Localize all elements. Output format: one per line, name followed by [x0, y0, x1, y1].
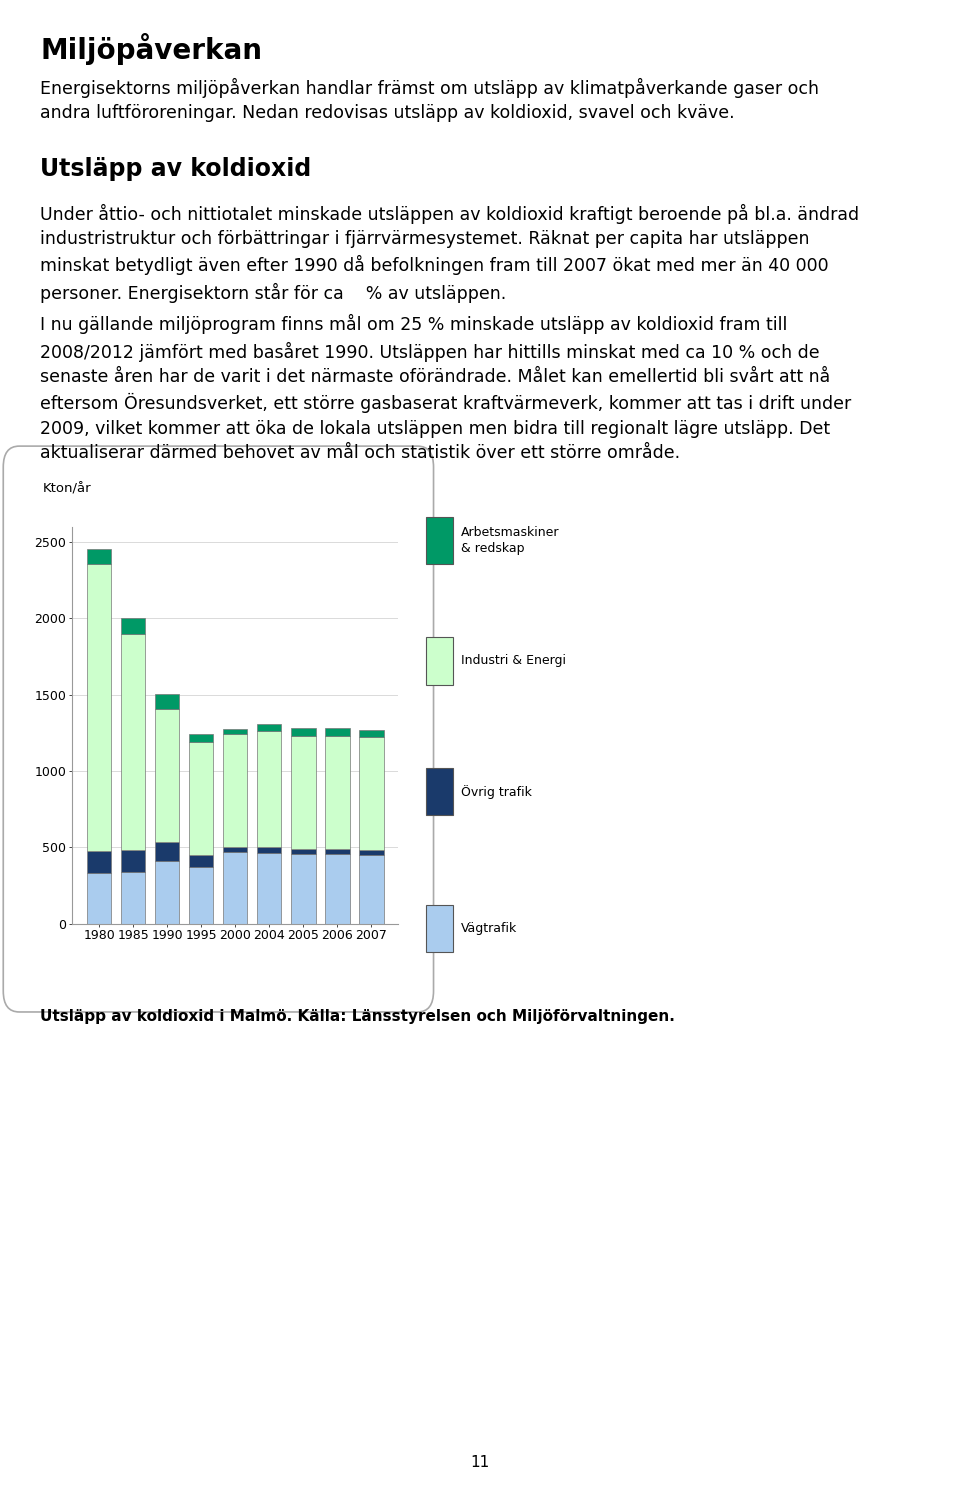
Bar	[325, 855, 349, 924]
Bar	[223, 847, 248, 852]
Bar	[86, 873, 111, 924]
Text: Industri & Energi: Industri & Energi	[461, 654, 565, 668]
Bar	[325, 729, 349, 737]
Bar	[291, 855, 316, 924]
Bar	[257, 847, 281, 853]
Bar	[359, 855, 384, 924]
Bar	[121, 633, 145, 850]
Bar	[86, 564, 111, 852]
Bar	[121, 850, 145, 871]
Bar	[426, 638, 453, 684]
Bar	[155, 710, 180, 841]
Text: I nu gällande miljöprogram finns mål om 25 % minskade utsläpp av koldioxid fram : I nu gällande miljöprogram finns mål om …	[40, 314, 852, 463]
Bar	[325, 737, 349, 849]
Bar	[291, 729, 316, 737]
Bar	[257, 723, 281, 732]
Bar	[291, 849, 316, 855]
Text: Miljöpåverkan: Miljöpåverkan	[40, 33, 262, 64]
Text: Övrig trafik: Övrig trafik	[461, 784, 532, 799]
Text: Arbetsmaskiner
& redskap: Arbetsmaskiner & redskap	[461, 525, 560, 555]
FancyBboxPatch shape	[3, 446, 434, 1012]
Bar	[121, 618, 145, 633]
Text: Utsläpp av koldioxid: Utsläpp av koldioxid	[40, 157, 312, 181]
Bar	[426, 768, 453, 816]
Text: Utsläpp av koldioxid i Malmö. Källa: Länsstyrelsen och Miljöförvaltningen.: Utsläpp av koldioxid i Malmö. Källa: Län…	[40, 1009, 675, 1024]
Bar	[189, 743, 213, 855]
Bar	[426, 516, 453, 564]
Text: Energisektorns miljöpåverkan handlar främst om utsläpp av klimatpåverkande gaser: Energisektorns miljöpåverkan handlar frä…	[40, 78, 819, 123]
Text: Under åttio- och nittiotalet minskade utsläppen av koldioxid kraftigt beroende p: Under åttio- och nittiotalet minskade ut…	[40, 204, 859, 302]
Bar	[359, 850, 384, 855]
Bar	[155, 841, 180, 861]
Bar	[359, 731, 384, 737]
Bar	[189, 735, 213, 743]
Bar	[325, 849, 349, 855]
Bar	[223, 734, 248, 847]
Bar	[257, 732, 281, 847]
Bar	[189, 867, 213, 924]
Text: 11: 11	[470, 1455, 490, 1470]
Bar	[189, 855, 213, 867]
Bar	[223, 852, 248, 924]
Bar	[223, 729, 248, 734]
Bar	[121, 871, 145, 924]
Bar	[155, 861, 180, 924]
Bar	[291, 737, 316, 849]
Text: Kton/år: Kton/år	[43, 482, 92, 496]
Bar	[86, 852, 111, 873]
Bar	[86, 549, 111, 564]
Bar	[359, 737, 384, 850]
Bar	[155, 695, 180, 710]
Bar	[426, 904, 453, 952]
Text: Vägtrafik: Vägtrafik	[461, 922, 517, 934]
Bar	[257, 853, 281, 924]
